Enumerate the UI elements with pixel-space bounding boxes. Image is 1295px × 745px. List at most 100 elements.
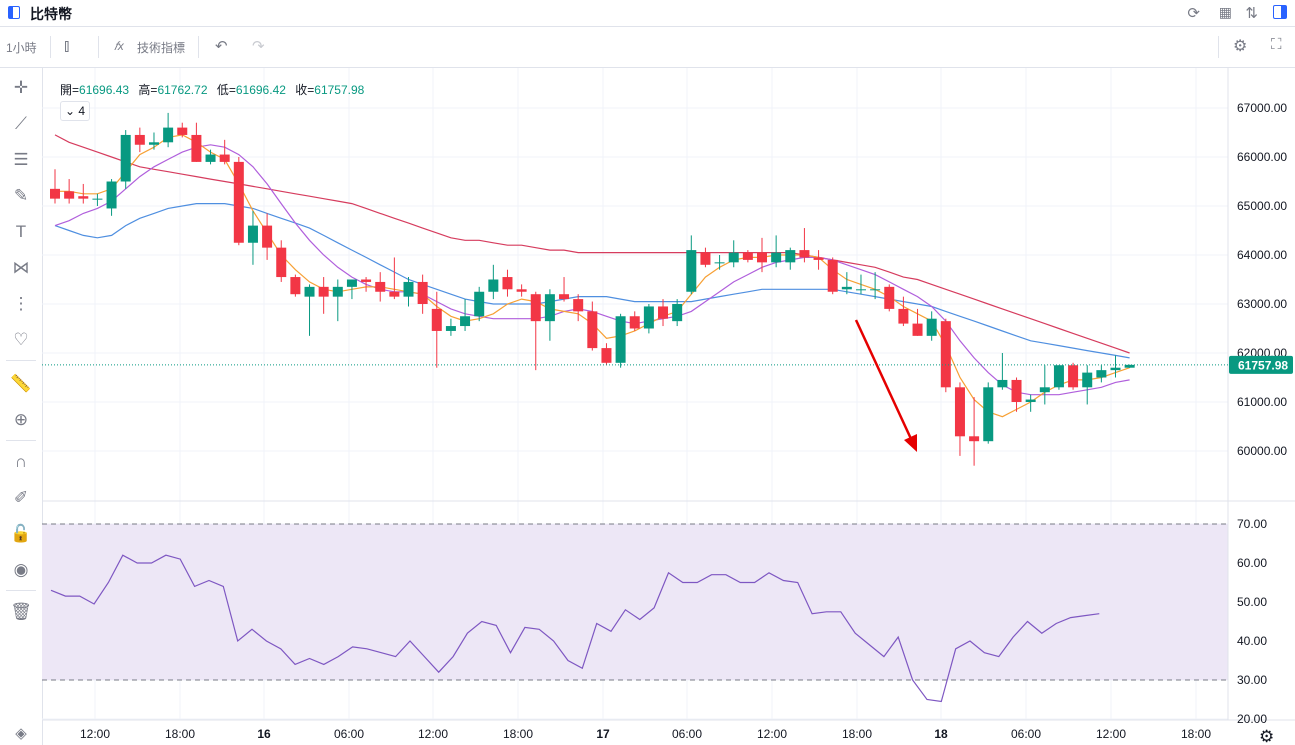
candle xyxy=(332,279,343,322)
candle xyxy=(1068,362,1079,390)
fib-icon[interactable]: ⋮ xyxy=(12,294,30,313)
refresh-icon[interactable]: ⟳ xyxy=(1187,5,1200,22)
rsi-line xyxy=(50,554,1100,703)
ohlc-legend: 開=61696.43 高=61762.72 低=61696.42 收=61757… xyxy=(60,81,370,98)
time-tick-label: 12:00 xyxy=(1096,727,1126,741)
layers-icon[interactable]: ◈ xyxy=(15,725,27,742)
grid-icon[interactable]: ▦ xyxy=(1218,4,1232,20)
candle xyxy=(1039,365,1050,405)
time-tick-label: 17 xyxy=(596,727,610,741)
lock-icon[interactable]: 🔓 xyxy=(10,524,32,543)
candle-body xyxy=(78,196,89,199)
candle-body xyxy=(50,188,60,199)
last-price-badge xyxy=(1229,355,1293,374)
candle-body xyxy=(1011,379,1022,402)
candle xyxy=(502,269,513,297)
time-tick-label: 18:00 xyxy=(842,727,872,741)
crosshair-icon[interactable]: ✛ xyxy=(13,78,29,97)
low-label: 低= xyxy=(216,83,236,97)
candle xyxy=(714,255,725,270)
heart-icon[interactable]: ♡ xyxy=(13,330,29,349)
candle-body xyxy=(1068,365,1079,388)
candle xyxy=(799,228,810,263)
candle-body xyxy=(1110,367,1121,371)
settings-gear-icon[interactable]: ⚙ xyxy=(1233,38,1248,55)
candle-body xyxy=(573,299,584,312)
trash-icon[interactable]: 🗑 xyxy=(10,602,32,621)
candle xyxy=(78,183,89,204)
price-tick-label: 66000.00 xyxy=(1237,150,1287,164)
high-label: 高= xyxy=(138,83,158,97)
candle-body xyxy=(983,387,994,442)
candle-body xyxy=(516,289,527,292)
candle-body xyxy=(799,250,810,258)
eye-icon[interactable]: ◉ xyxy=(13,560,29,579)
ruler-icon[interactable]: 📏 xyxy=(10,374,32,393)
lock-drawing-icon[interactable]: ✐ xyxy=(13,488,29,507)
time-tick-label: 12:00 xyxy=(757,727,787,741)
rsi-tick-label: 20.00 xyxy=(1237,712,1267,726)
toolbar-divider xyxy=(98,36,99,58)
horizontal-lines-icon[interactable]: ☰ xyxy=(13,150,29,169)
magnet-icon[interactable]: ∩ xyxy=(14,452,28,471)
candle-type-icon[interactable]: ⫾ xyxy=(64,36,70,55)
candle xyxy=(290,274,301,297)
legend-collapse-button[interactable]: ⌄ 4 xyxy=(60,101,90,121)
interval-button[interactable]: 1小時 xyxy=(6,41,37,55)
candle xyxy=(855,274,866,295)
candle-body xyxy=(375,281,386,292)
price-tick-label: 64000.00 xyxy=(1237,248,1287,262)
fx-icon[interactable]: 𝑓x xyxy=(114,39,124,53)
candle-body xyxy=(884,286,895,309)
candle xyxy=(1011,377,1022,412)
candle-body xyxy=(1082,372,1093,388)
trend-line-icon[interactable]: ⟋ xyxy=(15,114,27,133)
candle-body xyxy=(700,252,711,265)
compare-icon[interactable]: ⇅ xyxy=(1245,5,1258,22)
candle-body xyxy=(64,191,75,199)
candle xyxy=(785,247,796,270)
pattern-icon[interactable]: ⋈ xyxy=(12,258,30,277)
candle xyxy=(629,311,640,331)
moving-averages xyxy=(54,134,1130,418)
candle-body xyxy=(474,291,485,317)
candle xyxy=(615,313,626,368)
undo-icon[interactable]: ↶ xyxy=(215,38,228,55)
candle-body xyxy=(898,308,909,324)
candle xyxy=(106,179,117,216)
candlesticks xyxy=(50,112,1135,466)
price-tick-label: 65000.00 xyxy=(1237,199,1287,213)
sidebar-divider xyxy=(6,590,36,591)
candle-body xyxy=(233,161,244,243)
candle xyxy=(163,112,174,148)
candle-body xyxy=(813,257,824,260)
candle xyxy=(488,264,499,300)
candle xyxy=(389,257,400,300)
fullscreen-icon[interactable]: ⛶ xyxy=(1271,36,1282,53)
candle xyxy=(346,279,357,300)
zoom-in-icon[interactable]: ⊕ xyxy=(13,410,29,429)
candle xyxy=(559,277,570,302)
candle xyxy=(841,272,852,295)
redo-icon[interactable]: ↷ xyxy=(252,38,265,55)
layout-icon[interactable] xyxy=(1273,5,1287,19)
time-tick-label: 18:00 xyxy=(165,727,195,741)
indicators-button[interactable]: 技術指標 xyxy=(137,41,186,55)
candle-body xyxy=(629,316,640,329)
candle xyxy=(700,247,711,268)
text-tool-icon[interactable]: T xyxy=(15,222,27,241)
brush-icon[interactable]: ✎ xyxy=(13,186,29,205)
sidebar-divider xyxy=(6,440,36,441)
candle-body xyxy=(191,134,202,162)
rsi-indicator xyxy=(50,554,1100,703)
candle xyxy=(205,149,216,165)
candle-body xyxy=(290,277,301,295)
candle xyxy=(1110,355,1121,378)
candle-body xyxy=(785,250,796,263)
time-axis: 12:00 18:00 16 06:00 12:00 18:00 17 06:00 12:00 1… xyxy=(80,727,1211,741)
price-tick-label: 60000.00 xyxy=(1237,444,1287,458)
candle xyxy=(304,284,315,336)
candle-body xyxy=(658,306,669,319)
candle xyxy=(827,257,838,295)
